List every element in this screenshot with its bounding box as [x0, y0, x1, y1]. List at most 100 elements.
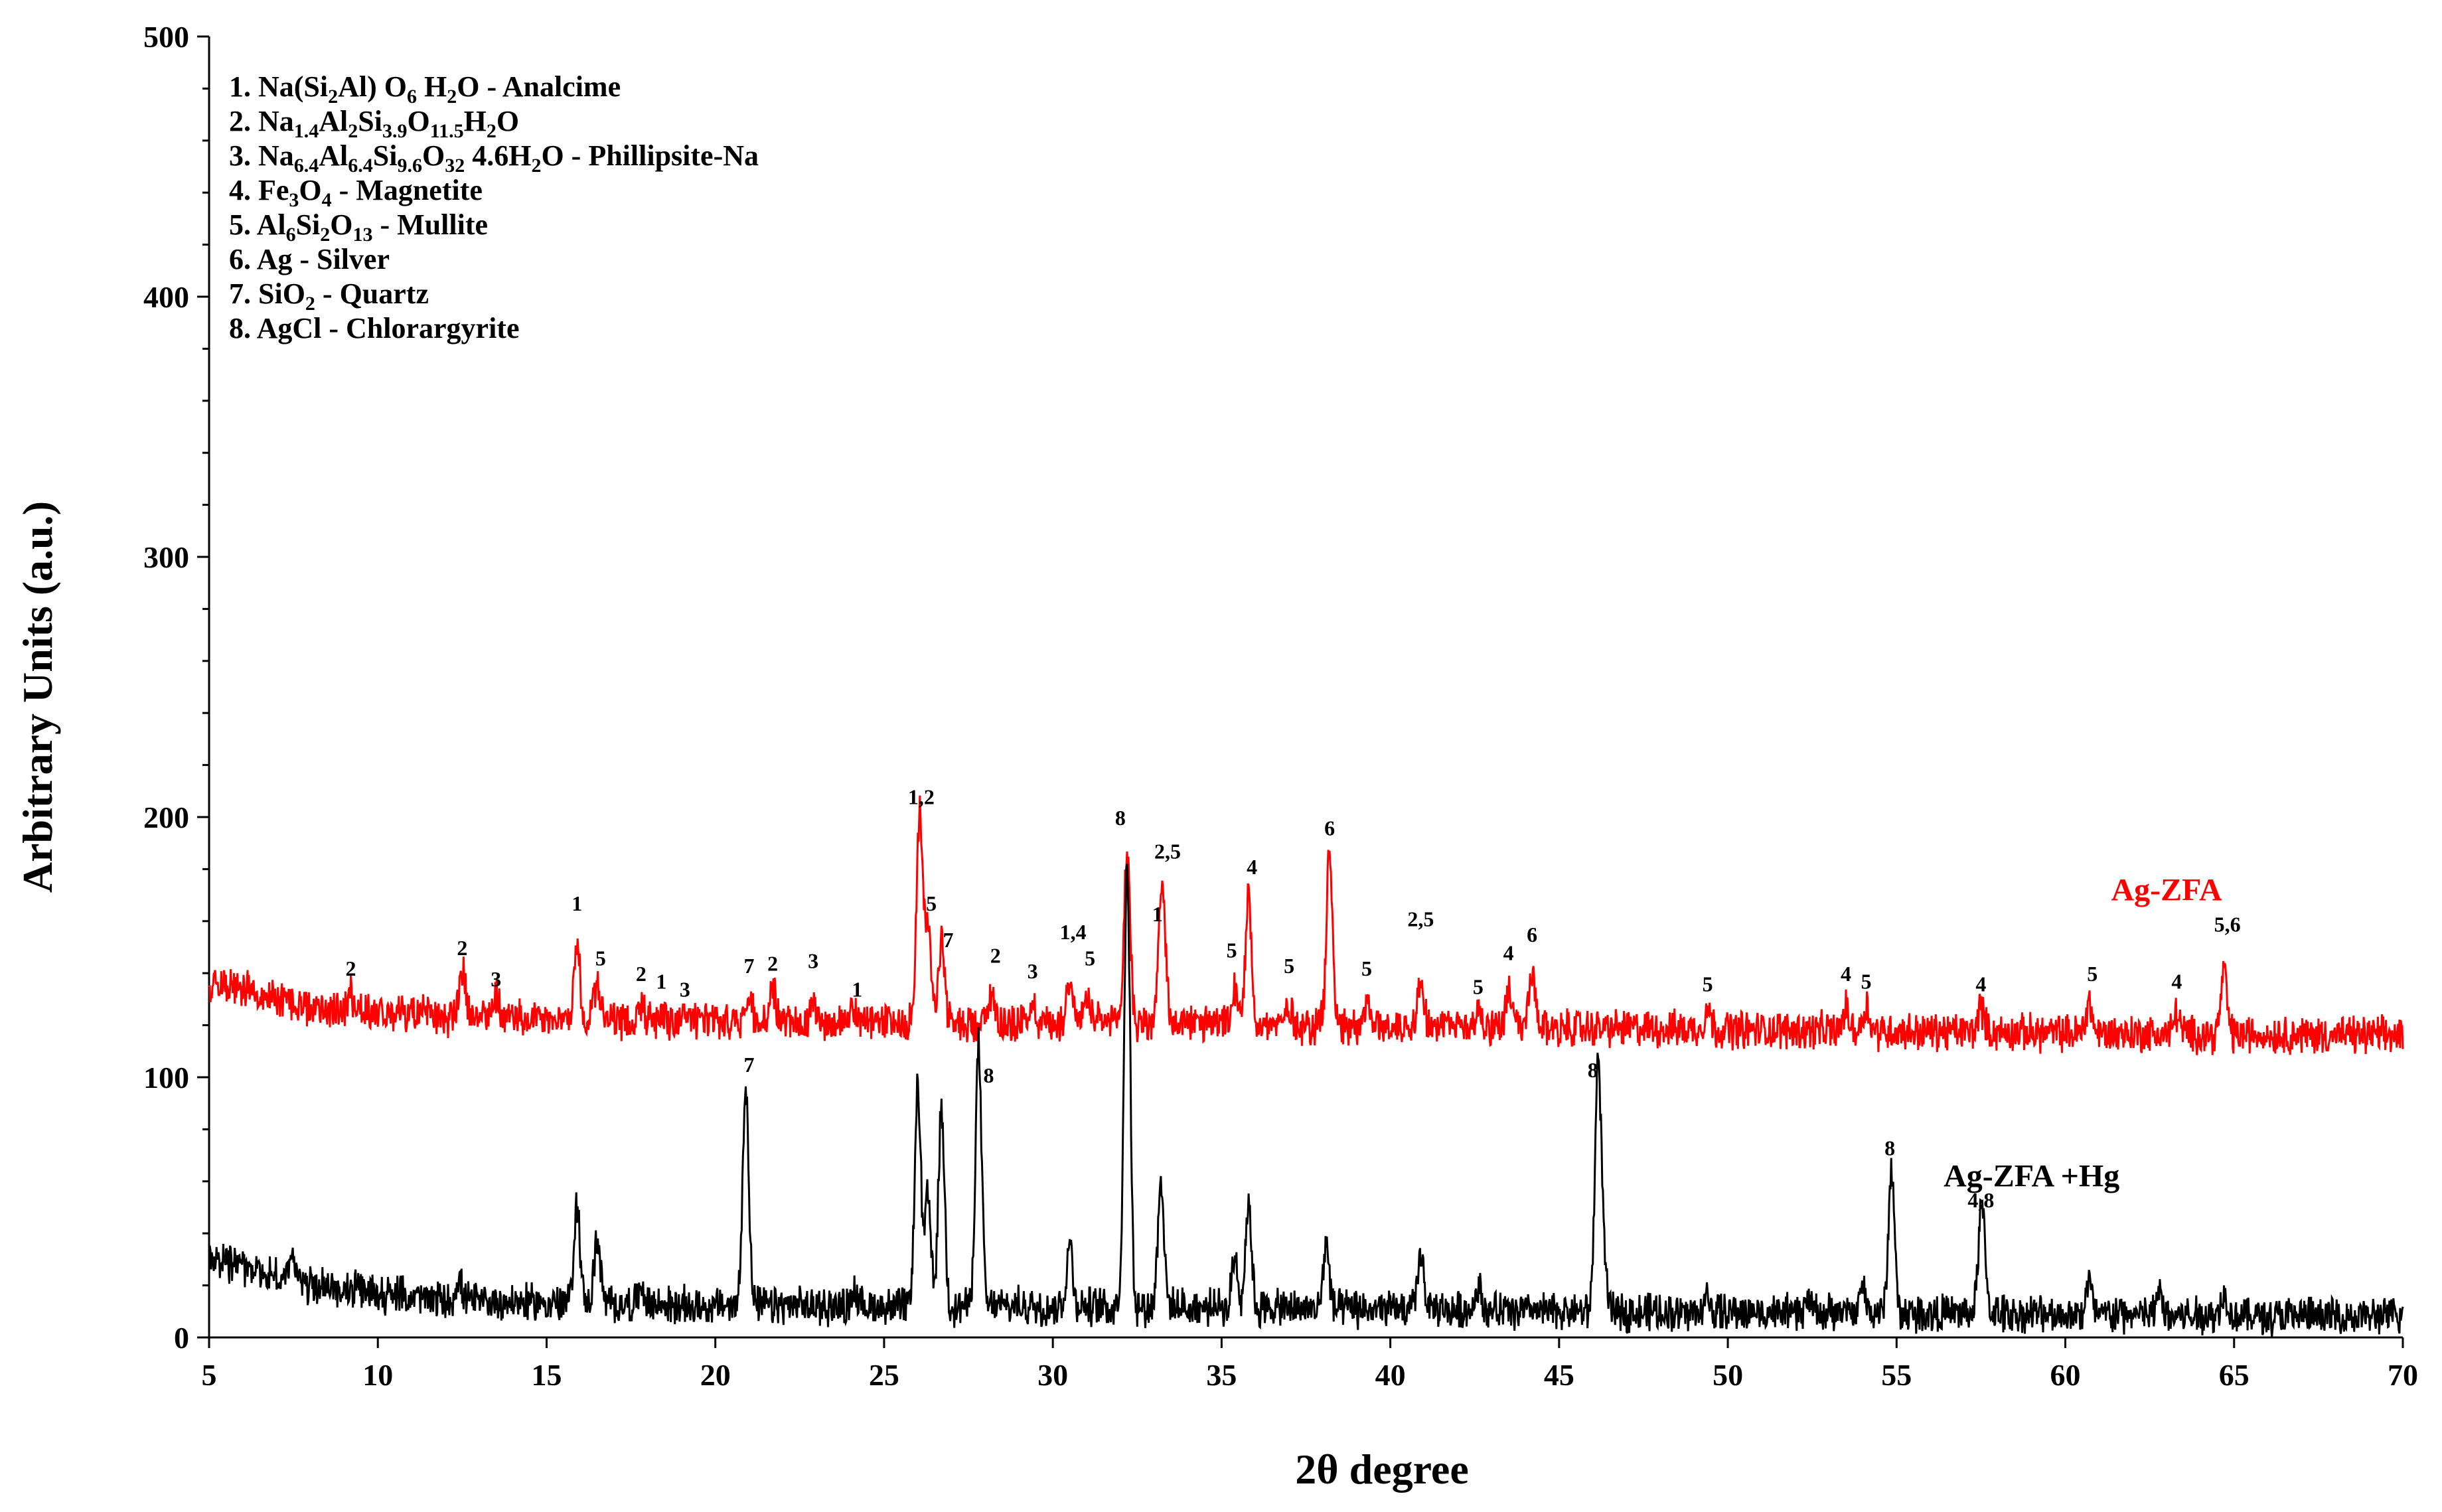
formula-subscript: 6	[407, 85, 418, 108]
x-tick-label: 40	[1375, 1358, 1406, 1392]
legend-entry: 6. Ag - Silver	[229, 242, 759, 277]
legend-entry: 5. Al6Si2O13 - Mullite	[229, 208, 759, 244]
legend-entry-number: 5.	[229, 208, 257, 241]
peak-label: 5	[1861, 970, 1872, 994]
series-line-ag-zfa	[208, 795, 2404, 1055]
y-tick-label: 500	[143, 20, 189, 54]
peak-label: 4,8	[1967, 1188, 1994, 1212]
x-tick-label: 5	[202, 1358, 217, 1392]
formula-subscript: 9.6	[397, 154, 422, 177]
legend-entry-number: 8.	[229, 312, 257, 344]
peak-label: 6	[1527, 923, 1537, 946]
formula-subscript: 2	[348, 119, 358, 142]
formula-subscript: 3	[289, 189, 299, 211]
formula-text: Si	[372, 139, 398, 172]
peak-label: 4	[1975, 972, 1986, 996]
legend-entry-number: 6.	[229, 243, 257, 275]
formula-text: - Magnetite	[331, 174, 483, 206]
formula-text: Fe	[258, 174, 289, 206]
formula-text: Na	[258, 139, 294, 172]
peak-label: 2	[767, 951, 778, 975]
x-tick-label: 35	[1206, 1358, 1237, 1392]
peak-label: 1	[852, 977, 862, 1001]
peak-label: 8	[1884, 1136, 1895, 1160]
formula-text: Si	[295, 208, 321, 241]
peak-label: 1,2	[908, 785, 935, 808]
legend-entry: 8. AgCl - Chlorargyrite	[229, 311, 759, 346]
series-name-label: Ag-ZFA +Hg	[1944, 1159, 2119, 1194]
formula-text: Si	[358, 105, 382, 137]
x-tick-label: 50	[1713, 1358, 1743, 1392]
legend-entry: 1. Na(Si2Al) O6 H2O - Analcime	[229, 70, 759, 106]
legend-entry-number: 1.	[229, 70, 258, 103]
peak-label: 5	[595, 946, 606, 970]
peak-label: 2	[636, 962, 647, 986]
formula-subscript: 11.5	[429, 119, 464, 142]
peak-label: 6	[1324, 816, 1335, 840]
peak-label: 5	[1473, 975, 1484, 999]
y-tick-label: 400	[143, 280, 189, 314]
formula-text: AgCl - Chlorargyrite	[256, 312, 520, 344]
formula-text: Na	[258, 105, 294, 137]
peak-label: 4	[2171, 970, 2182, 994]
peak-label: 5	[1227, 939, 1237, 962]
x-tick-label: 25	[869, 1358, 899, 1392]
peak-label: 4	[1247, 855, 1257, 879]
formula-text: - Quartz	[315, 277, 429, 310]
legend-entry-number: 2.	[229, 105, 258, 137]
peak-label: 1	[572, 891, 582, 915]
formula-subscript: 6.4	[293, 154, 319, 177]
peak-label: 5	[1085, 946, 1095, 970]
peak-label: 5	[926, 891, 937, 915]
peak-label: 4	[1503, 941, 1514, 965]
formula-text: O	[496, 105, 520, 137]
series-name-label: Ag-ZFA	[2111, 872, 2222, 907]
legend-entry: 2. Na1.4Al2Si3.9O11.5H2O	[229, 104, 759, 142]
formula-text: Na(Si	[258, 70, 329, 103]
formula-text: Al	[319, 105, 348, 137]
y-tick-label: 100	[143, 1061, 189, 1095]
x-tick-label: 10	[362, 1358, 393, 1392]
formula-subscript: 6.4	[348, 154, 373, 177]
peak-label: 1	[656, 970, 666, 994]
formula-subscript: 2	[328, 85, 339, 108]
peak-label: 8	[984, 1063, 994, 1087]
peak-label: 4	[1841, 962, 1851, 986]
x-tick-label: 70	[2388, 1358, 2418, 1392]
y-tick-label: 0	[174, 1321, 189, 1355]
formula-text: O	[407, 105, 430, 137]
formula-subscript: 3.9	[382, 119, 408, 142]
peak-label: 5	[1703, 972, 1713, 996]
x-tick-label: 15	[531, 1358, 562, 1392]
series-layer	[208, 795, 2404, 1337]
x-tick-label: 65	[2219, 1358, 2250, 1392]
peak-label: 7	[744, 1053, 755, 1077]
peak-label: 5	[1284, 954, 1294, 978]
axes: 5 10 15 20 25 30 35 40 45 50 55 60 65 700100200300400…	[143, 20, 2418, 1392]
peak-label: 8	[1115, 806, 1126, 830]
formula-subscript: 2	[320, 223, 331, 246]
formula-text: Al	[319, 139, 348, 172]
legend-entry-number: 7.	[229, 277, 258, 310]
legend-entry: 3. Na6.4Al6.4Si9.6O32 4.6H2O - Phillipsi…	[229, 139, 759, 175]
peak-label: 1,4	[1060, 920, 1087, 944]
formula-text: O - Analcime	[457, 70, 621, 103]
x-tick-label: 45	[1544, 1358, 1574, 1392]
formula-subscript: 6	[285, 223, 296, 246]
peak-label: 3	[808, 948, 818, 972]
formula-subscript: 2	[305, 292, 315, 315]
peak-label: 5	[2087, 962, 2098, 986]
formula-text: O	[330, 208, 353, 241]
formula-subscript: 4	[321, 189, 332, 211]
formula-text: H	[417, 70, 447, 103]
formula-subscript: 32	[445, 154, 465, 177]
formula-subscript: 2	[447, 85, 457, 108]
y-tick-label: 300	[143, 540, 189, 574]
peak-label: 2,5	[1154, 840, 1181, 864]
y-axis-label: Arbitrary Units (a.u.)	[14, 501, 61, 893]
legend-entry-number: 4.	[229, 174, 258, 206]
formula-subscript: 2	[531, 154, 542, 177]
formula-text: H	[463, 105, 487, 137]
peak-label: 2	[990, 944, 1001, 968]
